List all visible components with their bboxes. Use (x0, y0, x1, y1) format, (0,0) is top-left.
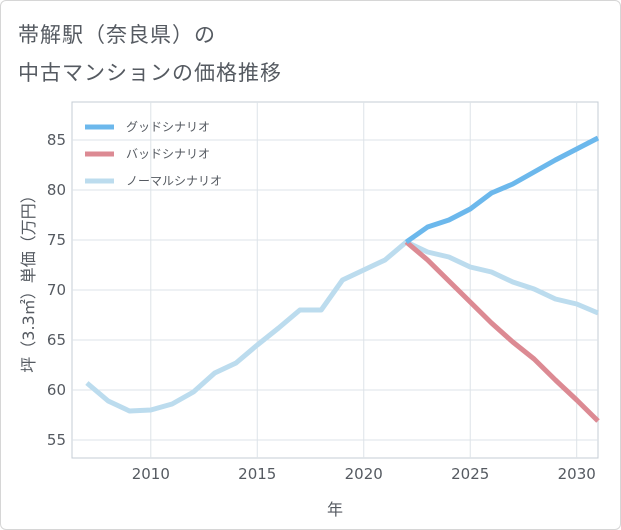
x-tick-label: 2025 (451, 465, 489, 483)
x-tick-label: 2020 (345, 465, 383, 483)
y-tick-label: 70 (47, 281, 66, 299)
y-tick-label: 75 (47, 231, 66, 249)
x-tick-label: 2030 (558, 465, 596, 483)
x-axis-title: 年 (327, 500, 343, 519)
series-good-line (404, 135, 600, 245)
y-tick-label: 55 (47, 431, 66, 449)
series-bad-line (404, 240, 600, 423)
y-tick-label: 80 (47, 181, 66, 199)
y-tick-label: 60 (47, 381, 66, 399)
series-normal-line (85, 239, 599, 414)
legend-item-bad-label: バッドシナリオ (126, 147, 210, 161)
chart-title-line2: 中古マンションの価格推移 (18, 61, 282, 85)
plot-frame (71, 101, 599, 459)
y-axis-title: 坪（3.3㎡）単価（万円） (19, 187, 38, 372)
y-tick-label: 85 (47, 131, 66, 149)
legend-item-good-label: グッドシナリオ (126, 120, 210, 134)
x-tick-label: 2015 (238, 465, 276, 483)
legend-item-normal-label: ノーマルシナリオ (126, 174, 222, 188)
chart-title-line1: 帯解駅（奈良県）の (18, 23, 216, 47)
x-tick-label: 2010 (132, 465, 170, 483)
y-tick-label: 65 (47, 331, 66, 349)
